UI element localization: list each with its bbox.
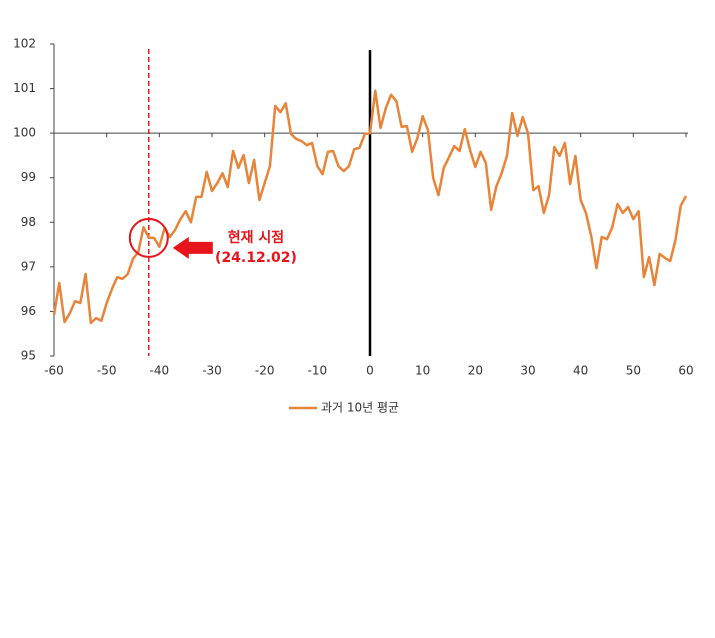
y-tick-label: 100 bbox=[13, 126, 36, 140]
x-tick-label: -50 bbox=[97, 364, 117, 378]
x-tick-label: -30 bbox=[202, 364, 222, 378]
x-tick-label: -60 bbox=[44, 364, 64, 378]
y-tick-label: 95 bbox=[21, 349, 36, 363]
legend-label: 과거 10년 평균 bbox=[321, 401, 399, 415]
x-tick-label: 0 bbox=[366, 364, 374, 378]
annotation-circle bbox=[128, 217, 169, 258]
annotation-arrow bbox=[172, 236, 213, 259]
x-tick-label: 60 bbox=[678, 364, 693, 378]
y-tick-label: 97 bbox=[21, 259, 36, 273]
x-tick-label: 40 bbox=[573, 364, 588, 378]
y-tick-label: 102 bbox=[13, 37, 36, 51]
y-tick-label: 101 bbox=[13, 81, 36, 95]
y-tick-label: 98 bbox=[21, 215, 36, 229]
x-tick-label: 30 bbox=[520, 364, 535, 378]
x-tick-label: 10 bbox=[415, 364, 430, 378]
x-tick-label: 20 bbox=[468, 364, 483, 378]
x-tick-label: -40 bbox=[150, 364, 170, 378]
y-tick-label: 96 bbox=[21, 304, 36, 318]
y-tick-label: 99 bbox=[21, 170, 36, 184]
line-series bbox=[52, 89, 688, 325]
x-tick-label: -10 bbox=[308, 364, 328, 378]
x-tick-label: 50 bbox=[626, 364, 641, 378]
annotation-text: (24.12.02) bbox=[215, 250, 297, 266]
x-tick-label: -20 bbox=[255, 364, 275, 378]
annotation-text: 현재 시점 bbox=[228, 229, 284, 246]
